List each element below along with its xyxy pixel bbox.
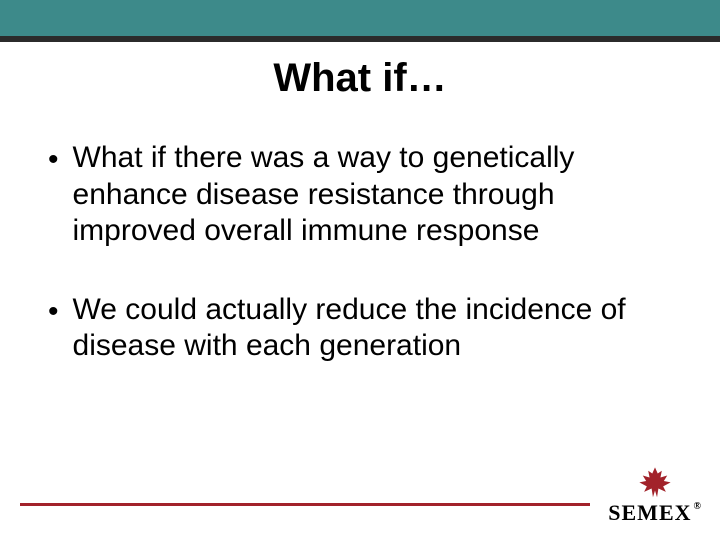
slide-title: What if… — [0, 56, 720, 101]
bullet-marker: • — [48, 294, 59, 331]
brand-logo: SEMEX ® — [608, 466, 702, 526]
content-area: • What if there was a way to genetically… — [48, 140, 672, 365]
bullet-item: • What if there was a way to genetically… — [48, 140, 672, 250]
brand-text: SEMEX — [608, 500, 691, 526]
bullet-text: What if there was a way to genetically e… — [73, 140, 672, 250]
maple-leaf-icon — [635, 466, 675, 500]
header-bar-teal — [0, 0, 720, 36]
header-bar-underline — [0, 36, 720, 42]
registered-mark: ® — [694, 501, 702, 512]
brand-text-wrap: SEMEX ® — [608, 500, 702, 526]
header-bar — [0, 0, 720, 42]
bullet-text: We could actually reduce the incidence o… — [73, 292, 672, 365]
footer-rule — [20, 503, 590, 506]
bullet-marker: • — [48, 142, 59, 179]
bullet-item: • We could actually reduce the incidence… — [48, 292, 672, 365]
